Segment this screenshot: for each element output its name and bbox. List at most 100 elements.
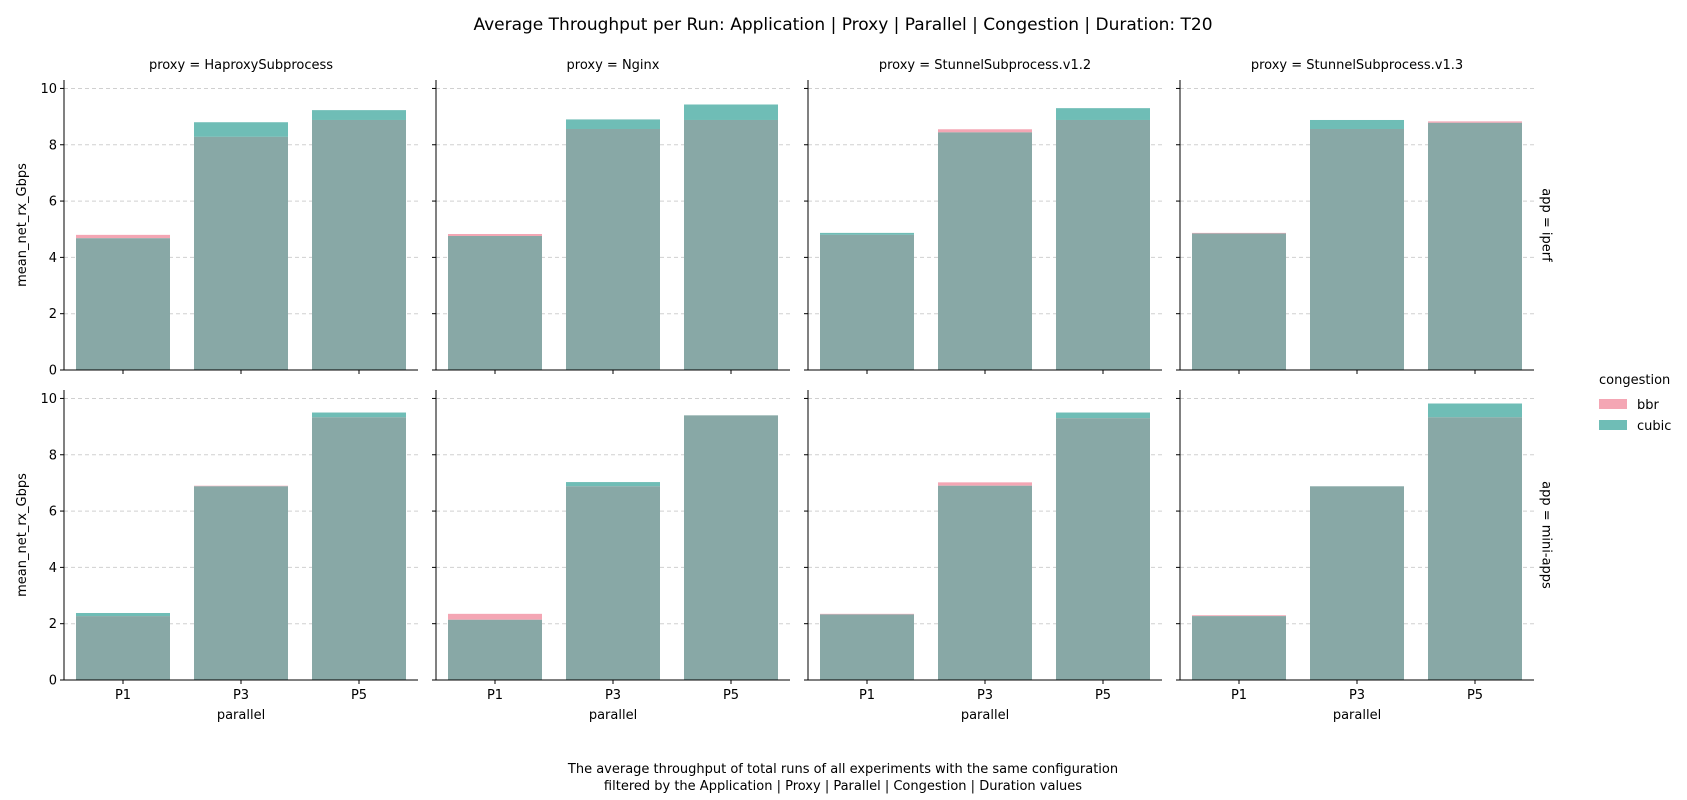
bar-cubic-P5 bbox=[1056, 108, 1150, 120]
y-tick-label: 2 bbox=[49, 307, 57, 322]
legend: congestion bbr cubic bbox=[1599, 373, 1671, 434]
facet-column-title: proxy = HaproxySubprocess bbox=[149, 58, 333, 73]
bar-overlap-P1 bbox=[76, 616, 170, 680]
x-tick-label: P5 bbox=[1467, 688, 1483, 703]
bar-cubic-P3 bbox=[566, 119, 660, 129]
bar-bbr-P5 bbox=[1428, 121, 1522, 123]
bar-overlap-P1 bbox=[76, 238, 170, 370]
y-tick-label: 6 bbox=[49, 505, 57, 520]
x-tick-label: P3 bbox=[605, 688, 621, 703]
bar-overlap-P5 bbox=[1056, 418, 1150, 680]
bar-overlap-P1 bbox=[820, 234, 914, 370]
y-tick-label: 4 bbox=[49, 561, 57, 576]
bar-overlap-P5 bbox=[684, 415, 778, 680]
y-tick-label: 10 bbox=[40, 392, 57, 407]
x-tick-label: P5 bbox=[723, 688, 739, 703]
bar-overlap-P1 bbox=[1192, 616, 1286, 680]
x-axis-label: parallel bbox=[961, 708, 1009, 723]
x-axis-label: parallel bbox=[217, 708, 265, 723]
bar-overlap-P5 bbox=[684, 119, 778, 370]
bar-cubic-P3 bbox=[566, 482, 660, 487]
facet-panel: P1 P3 P5 0 2 4 6 8 10 mean_net_rx_Gbps parallel bbox=[15, 390, 418, 723]
y-tick-label: 10 bbox=[40, 82, 57, 97]
bar-overlap-P1 bbox=[448, 619, 542, 680]
facet-row-title: app = mini-apps bbox=[1539, 481, 1554, 589]
y-axis-label: mean_net_rx_Gbps bbox=[15, 163, 30, 287]
bar-overlap-P3 bbox=[938, 132, 1032, 370]
bar-cubic-P1 bbox=[820, 232, 914, 235]
bar-cubic-P3 bbox=[194, 122, 288, 137]
bar-cubic-P5 bbox=[312, 412, 406, 418]
y-tick-label: 4 bbox=[49, 251, 57, 266]
facet-panel: P1 P3 P5 parallel bbox=[432, 390, 790, 723]
facet-column-title: proxy = StunnelSubprocess.v1.3 bbox=[1251, 58, 1463, 73]
x-tick-label: P3 bbox=[233, 688, 249, 703]
bar-overlap-P5 bbox=[1428, 417, 1522, 680]
bar-cubic-P3 bbox=[1310, 119, 1404, 129]
facet-panel: P1 P3 P5 app = mini-apps parallel bbox=[1176, 390, 1554, 723]
caption-line-2: filtered by the Application | Proxy | Pa… bbox=[604, 779, 1082, 794]
bar-cubic-P5 bbox=[684, 104, 778, 120]
x-axis-label: parallel bbox=[589, 708, 637, 723]
bar-overlap-P3 bbox=[938, 485, 1032, 680]
x-tick-label: P5 bbox=[351, 688, 367, 703]
y-axis-label: mean_net_rx_Gbps bbox=[15, 473, 30, 597]
bar-cubic-P5 bbox=[1056, 412, 1150, 419]
bar-bbr-P3 bbox=[938, 482, 1032, 486]
x-tick-label: P3 bbox=[1349, 688, 1365, 703]
facet-panel: proxy = StunnelSubprocess.v1.3 app = iper… bbox=[1176, 58, 1554, 374]
bar-overlap-P5 bbox=[312, 119, 406, 370]
legend-label-cubic: cubic bbox=[1637, 419, 1671, 434]
legend-label-bbr: bbr bbox=[1637, 398, 1660, 413]
x-tick-label: P1 bbox=[859, 688, 875, 703]
bar-cubic-P5 bbox=[312, 110, 406, 120]
facet-panel: proxy = StunnelSubprocess.v1.2 bbox=[804, 58, 1162, 374]
facet-column-title: proxy = Nginx bbox=[567, 58, 660, 73]
y-tick-label: 0 bbox=[49, 364, 57, 379]
y-tick-label: 8 bbox=[49, 138, 57, 153]
bar-bbr-P1 bbox=[1192, 615, 1286, 617]
bar-overlap-P1 bbox=[820, 614, 914, 680]
chart-title: Average Throughput per Run: Application … bbox=[473, 15, 1212, 35]
bar-overlap-P5 bbox=[1428, 122, 1522, 371]
bar-overlap-P3 bbox=[1310, 128, 1404, 370]
x-tick-label: P3 bbox=[977, 688, 993, 703]
facet-row-title: app = iperf bbox=[1539, 188, 1554, 262]
bar-bbr-P1 bbox=[1192, 232, 1286, 234]
caption-line-1: The average throughput of total runs of … bbox=[567, 762, 1118, 777]
bar-overlap-P3 bbox=[1310, 486, 1404, 680]
bar-cubic-P5 bbox=[1428, 403, 1522, 418]
bar-overlap-P3 bbox=[194, 136, 288, 370]
facet-panel: proxy = Nginx bbox=[432, 58, 790, 374]
y-tick-label: 6 bbox=[49, 195, 57, 210]
facet-column-title: proxy = StunnelSubprocess.v1.2 bbox=[879, 58, 1091, 73]
bar-bbr-P1 bbox=[448, 613, 542, 620]
x-tick-label: P1 bbox=[115, 688, 131, 703]
bar-cubic-P1 bbox=[76, 612, 170, 617]
x-axis-label: parallel bbox=[1333, 708, 1381, 723]
legend-swatch-cubic bbox=[1599, 420, 1627, 430]
y-tick-label: 8 bbox=[49, 448, 57, 463]
legend-title: congestion bbox=[1599, 373, 1670, 388]
x-tick-label: P5 bbox=[1095, 688, 1111, 703]
facet-panel: 0 2 4 6 8 10 proxy = HaproxySubprocess mean_net… bbox=[15, 58, 418, 379]
facet-panel: P1 P3 P5 parallel bbox=[804, 390, 1162, 723]
bar-overlap-P3 bbox=[566, 128, 660, 370]
y-tick-label: 2 bbox=[49, 617, 57, 632]
bar-overlap-P5 bbox=[1056, 119, 1150, 370]
bar-overlap-P5 bbox=[312, 417, 406, 680]
facet-grid: 0 2 4 6 8 10 proxy = HaproxySubprocess mean_net… bbox=[15, 58, 1554, 723]
bar-bbr-P3 bbox=[194, 485, 288, 487]
x-tick-label: P1 bbox=[487, 688, 503, 703]
bar-bbr-P1 bbox=[820, 613, 914, 615]
bar-bbr-P3 bbox=[938, 129, 1032, 133]
bar-overlap-P1 bbox=[448, 235, 542, 370]
legend-swatch-bbr bbox=[1599, 399, 1627, 409]
bar-overlap-P3 bbox=[566, 486, 660, 680]
bar-overlap-P3 bbox=[194, 486, 288, 680]
x-tick-label: P1 bbox=[1231, 688, 1247, 703]
y-tick-label: 0 bbox=[49, 674, 57, 689]
bar-bbr-P1 bbox=[76, 234, 170, 239]
bar-overlap-P1 bbox=[1192, 233, 1286, 370]
